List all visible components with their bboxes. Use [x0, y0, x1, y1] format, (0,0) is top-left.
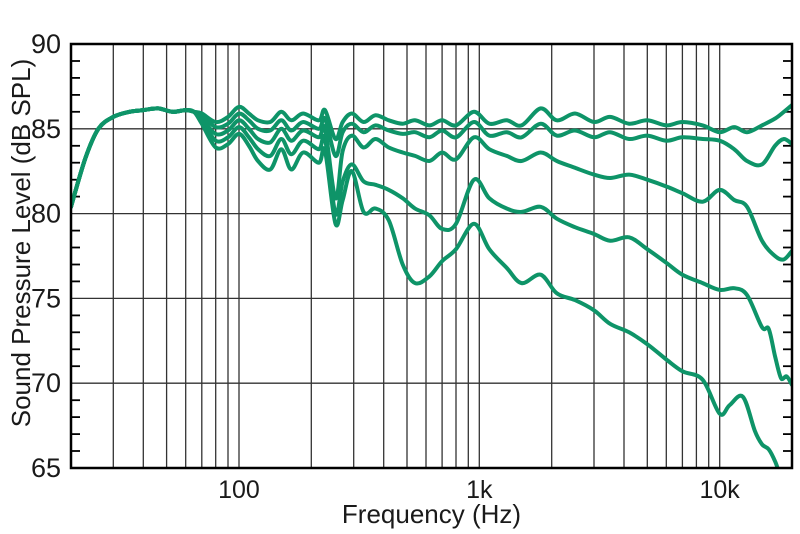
y-tick-label: 80 — [31, 199, 61, 229]
response-curves — [71, 103, 792, 468]
y-tick-label: 65 — [31, 453, 61, 483]
response-curve-trace-5 — [71, 106, 780, 468]
y-tick-label: 70 — [31, 368, 61, 398]
y-axis-title: Sound Pressure Level (dB SPL) — [6, 58, 36, 428]
y-tick-label: 75 — [31, 283, 61, 313]
y-tick-label: 90 — [31, 29, 61, 59]
plot-border — [69, 42, 794, 470]
y-tick-label: 85 — [31, 114, 61, 144]
x-tick-label: 10k — [699, 476, 740, 504]
x-tick-label: 1k — [466, 476, 493, 504]
x-axis-title: Frequency (Hz) — [341, 499, 522, 529]
x-tick-label: 100 — [218, 476, 260, 504]
